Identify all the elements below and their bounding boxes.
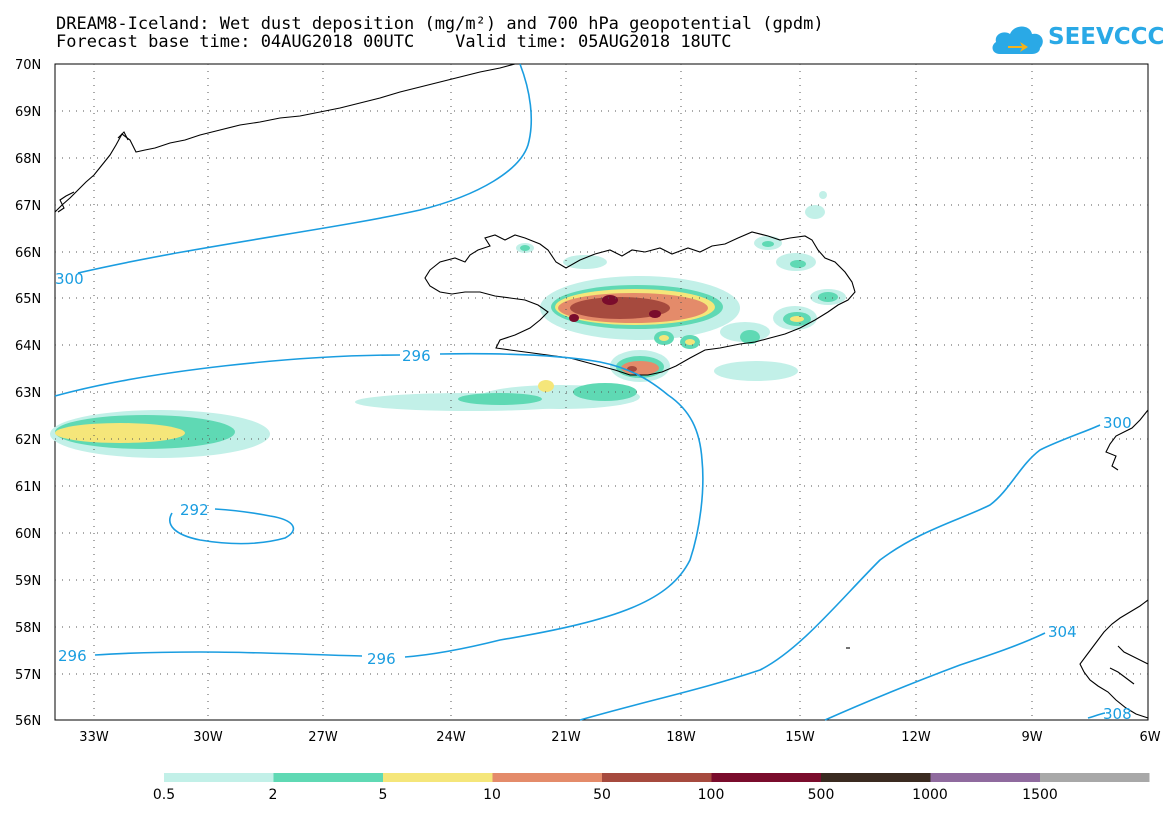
deposition-area <box>602 295 618 305</box>
deposition-area <box>570 297 670 319</box>
lon-label: 30W <box>193 730 223 745</box>
deposition-area <box>818 292 838 302</box>
contour-label: 304 <box>1048 623 1077 641</box>
lat-label: 60N <box>15 527 41 542</box>
deposition-area <box>685 339 695 345</box>
legend-swatch <box>164 773 274 782</box>
legend-swatch <box>492 773 602 782</box>
lat-label: 67N <box>15 199 41 214</box>
deposition-area <box>573 383 637 401</box>
longitude-labels: 33W 30W 27W 24W 21W 18W 15W 12W 9W 6W <box>79 730 1160 745</box>
lat-label: 61N <box>15 480 41 495</box>
legend-label: 5 <box>379 787 388 803</box>
legend-label: 10 <box>483 787 501 803</box>
lat-label: 64N <box>15 339 41 354</box>
cloud-logo-icon <box>992 26 1043 54</box>
latitude-labels: 70N 69N 68N 67N 66N 65N 64N 63N 62N 61N … <box>15 58 41 729</box>
legend-label: 1000 <box>912 787 948 803</box>
map-subtitle: Forecast base time: 04AUG2018 00UTC Vali… <box>56 32 732 52</box>
lon-label: 15W <box>785 730 815 745</box>
deposition-area <box>790 260 806 268</box>
lon-label: 18W <box>666 730 696 745</box>
lat-label: 68N <box>15 152 41 167</box>
lat-label: 57N <box>15 668 41 683</box>
legend-swatch <box>273 773 383 782</box>
lat-label: 58N <box>15 621 41 636</box>
legend-swatch <box>711 773 821 782</box>
deposition-area <box>740 330 760 344</box>
contour-label: 300 <box>1103 414 1132 432</box>
legend-label: 0.5 <box>153 787 175 803</box>
lon-label: 9W <box>1021 730 1042 745</box>
legend-colorbar: 0.5 2 5 10 50 100 500 1000 1500 <box>153 773 1150 803</box>
deposition-area <box>569 314 579 322</box>
legend-label: 100 <box>698 787 725 803</box>
deposition-area <box>762 241 774 247</box>
contour-308 <box>1087 712 1106 719</box>
deposition-area <box>538 380 554 392</box>
legend-swatch <box>1040 773 1150 782</box>
iceland-coast <box>424 231 856 376</box>
legend-label: 2 <box>269 787 278 803</box>
seevccc-logo: SEEVCCC <box>990 20 1164 58</box>
lon-label: 27W <box>308 730 338 745</box>
deposition-area <box>520 245 530 251</box>
lat-label: 66N <box>15 246 41 261</box>
legend-swatch <box>930 773 1040 782</box>
deposition-area <box>621 361 659 375</box>
contour-304 <box>824 632 1046 721</box>
greenland-coast <box>54 63 516 213</box>
deposition-area <box>649 310 661 318</box>
legend-label: 1500 <box>1022 787 1058 803</box>
lat-label: 63N <box>15 386 41 401</box>
contour-296-north <box>54 352 704 658</box>
contour-label: 300 <box>55 270 84 288</box>
deposition-area <box>819 191 827 199</box>
contour-label: 308 <box>1103 705 1132 723</box>
legend-swatch <box>383 773 493 782</box>
coastlines <box>54 63 1149 719</box>
deposition-area <box>714 361 798 381</box>
geopotential-contours <box>54 63 1106 721</box>
lat-label: 56N <box>15 714 41 729</box>
legend-label: 500 <box>808 787 835 803</box>
lon-label: 6W <box>1139 730 1160 745</box>
lon-label: 12W <box>901 730 931 745</box>
norway-coast <box>1105 409 1149 471</box>
map-title: DREAM8-Iceland: Wet dust deposition (mg/… <box>56 14 824 34</box>
legend-swatch <box>602 773 712 782</box>
lat-label: 65N <box>15 292 41 307</box>
deposition-area <box>659 335 669 341</box>
deposition-area <box>563 255 607 269</box>
lon-label: 24W <box>436 730 466 745</box>
contour-labels: 300 296 292 296 296 300 304 308 <box>55 270 1132 723</box>
deposition-area <box>458 393 542 405</box>
legend-label: 50 <box>593 787 611 803</box>
contour-label: 292 <box>180 501 209 519</box>
lat-label: 69N <box>15 105 41 120</box>
lon-label: 33W <box>79 730 109 745</box>
contour-label: 296 <box>58 647 87 665</box>
contour-label: 296 <box>402 347 431 365</box>
contour-300-east <box>579 424 1101 721</box>
lat-label: 62N <box>15 433 41 448</box>
lat-label: 59N <box>15 574 41 589</box>
deposition-area <box>790 316 804 322</box>
lon-label: 21W <box>551 730 581 745</box>
legend-swatch <box>821 773 931 782</box>
dust-deposition-layer <box>50 191 846 458</box>
logo-text: SEEVCCC <box>1048 24 1165 50</box>
deposition-area <box>805 205 825 219</box>
lat-label: 70N <box>15 58 41 73</box>
deposition-area <box>55 423 185 443</box>
contour-label: 296 <box>367 650 396 668</box>
contour-300-west <box>77 63 533 274</box>
contour-292 <box>169 508 295 545</box>
graticule <box>55 64 1148 720</box>
